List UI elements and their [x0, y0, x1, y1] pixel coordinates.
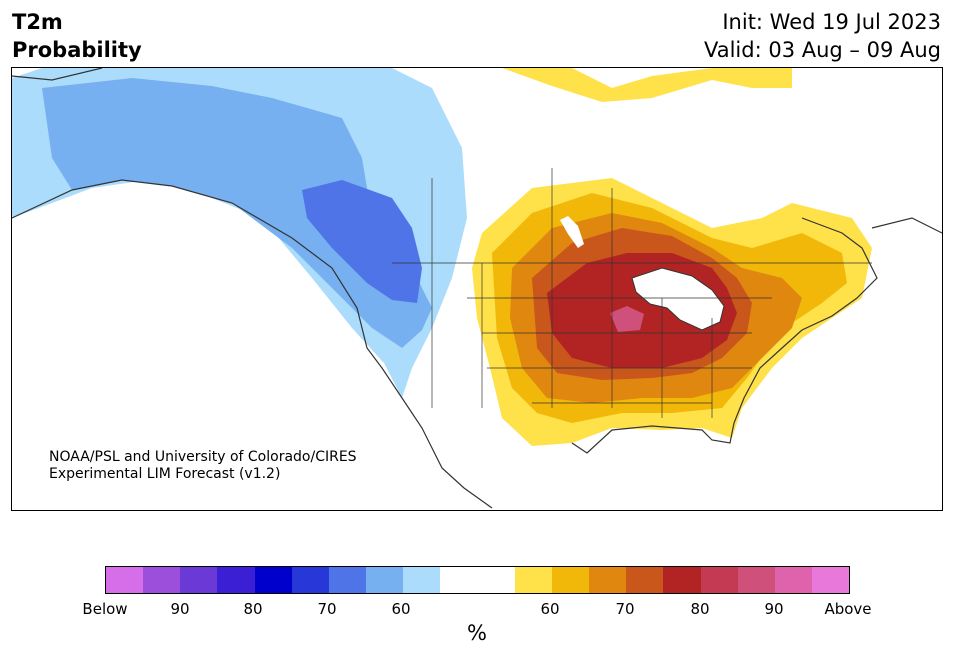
- colorbar-tick-label: 60: [391, 600, 411, 618]
- colorbar-tick-label: 90: [170, 600, 190, 618]
- great-lakes: [631, 267, 725, 331]
- colorbar-tick-label: 70: [615, 600, 635, 618]
- colorbar-swatch: [180, 567, 218, 593]
- colorbar-tick-label: Below: [82, 600, 128, 618]
- colorbar-swatch: [589, 567, 627, 593]
- colorbar-swatch: [811, 567, 850, 593]
- data-credit: NOAA/PSL and University of Colorado/CIRE…: [49, 449, 357, 483]
- cold-region-mid: [42, 78, 432, 348]
- colorbar-swatch: [366, 567, 404, 593]
- colorbar-swatch: [477, 567, 515, 593]
- colorbar-swatch: [328, 567, 367, 593]
- state-borders: [392, 168, 872, 418]
- colorbar-tick-label: 80: [690, 600, 710, 618]
- colorbar-swatch: [626, 567, 664, 593]
- colorbar-tick-label: 90: [764, 600, 784, 618]
- colorbar-swatch: [440, 567, 478, 593]
- colorbar-swatch: [143, 567, 181, 593]
- coastline: [12, 68, 942, 509]
- warm-region-pink: [610, 306, 644, 332]
- map-title: T2m Probability: [12, 8, 142, 64]
- lake-winnipeg: [560, 216, 584, 248]
- colorbar-swatch: [774, 567, 812, 593]
- probability-map: [11, 67, 943, 511]
- colorbar-swatch: [514, 567, 552, 593]
- title-variable: T2m: [12, 10, 63, 34]
- cold-region-deep: [302, 180, 422, 303]
- colorbar-swatch: [106, 567, 144, 593]
- credit-line1: NOAA/PSL and University of Colorado/CIRE…: [49, 449, 357, 465]
- colorbar-swatch: [737, 567, 775, 593]
- valid-range: Valid: 03 Aug – 09 Aug: [703, 38, 941, 62]
- colorbar-swatch: [217, 567, 255, 593]
- colorbar-tick-label: 80: [243, 600, 263, 618]
- probability-colorbar: [105, 566, 850, 594]
- colorbar-tick-label: 70: [317, 600, 337, 618]
- colorbar-tick-label: 60: [540, 600, 560, 618]
- credit-line2: Experimental LIM Forecast (v1.2): [49, 466, 281, 482]
- arctic-warm: [502, 68, 792, 102]
- colorbar-tick-label: Above: [824, 600, 872, 618]
- init-date: Init: Wed 19 Jul 2023: [722, 10, 941, 34]
- title-type: Probability: [12, 38, 142, 62]
- colorbar-swatch: [551, 567, 590, 593]
- forecast-dates: Init: Wed 19 Jul 2023 Valid: 03 Aug – 09…: [704, 8, 941, 64]
- colorbar-swatch: [403, 567, 441, 593]
- colorbar-swatch: [663, 567, 701, 593]
- colorbar-unit: %: [467, 621, 487, 645]
- colorbar-swatch: [291, 567, 329, 593]
- colorbar-swatch: [700, 567, 738, 593]
- colorbar-swatch: [254, 567, 292, 593]
